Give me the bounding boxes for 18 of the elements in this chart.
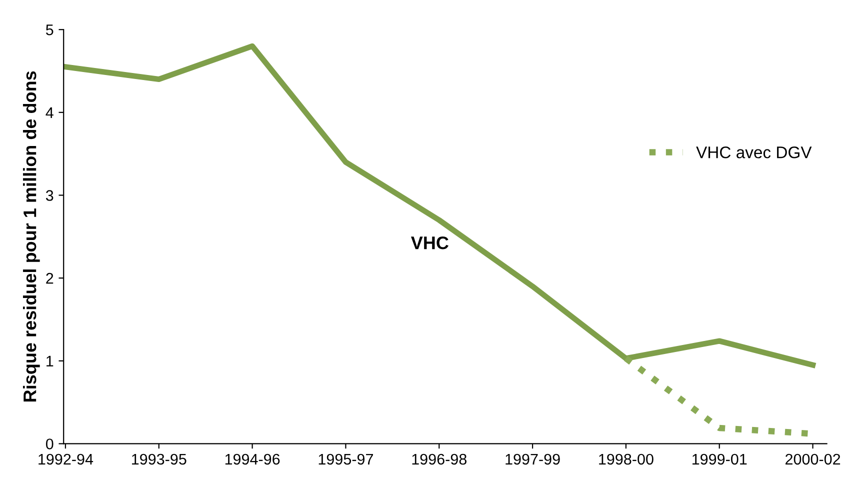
- x-tick-label: 1996-98: [412, 454, 466, 465]
- x-tick-label: 1995-97: [318, 454, 373, 465]
- x-tick-label: 2000-02: [786, 454, 840, 465]
- x-tick-label: 1998-00: [599, 454, 654, 465]
- y-tick-label: 0: [46, 438, 54, 450]
- y-axis-title: Risque residuel pour 1 million de dons: [22, 71, 40, 402]
- annotation: VHC: [410, 236, 448, 250]
- x-tick-label: 1994-96: [225, 454, 280, 465]
- y-tick-label: 2: [46, 272, 54, 284]
- y-tick-label: 1: [46, 356, 54, 366]
- y-tick-label: 5: [46, 24, 54, 36]
- x-tick-label: 1997-99: [506, 454, 560, 465]
- legend-label: VHC avec DGV: [696, 146, 812, 158]
- x-tick-label: 1993-95: [132, 454, 186, 465]
- x-tick-label: 1992-94: [38, 454, 94, 465]
- y-tick-label: 4: [46, 107, 54, 118]
- y-tick-label: 3: [46, 190, 54, 201]
- x-tick-label: 1999-01: [692, 454, 747, 465]
